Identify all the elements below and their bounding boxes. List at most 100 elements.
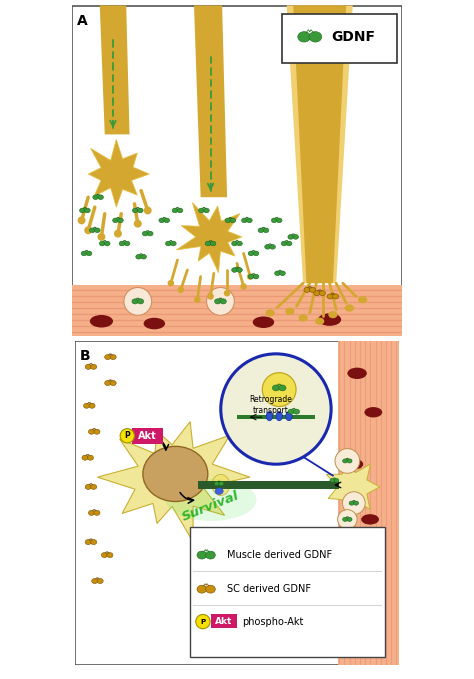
Ellipse shape (206, 585, 215, 593)
Polygon shape (194, 5, 227, 197)
Text: Retrograde
transport: Retrograde transport (250, 395, 292, 415)
Ellipse shape (164, 218, 170, 223)
Ellipse shape (91, 484, 97, 490)
Ellipse shape (89, 403, 95, 408)
FancyBboxPatch shape (211, 614, 237, 628)
Ellipse shape (105, 354, 111, 360)
Bar (337, 341, 399, 665)
Ellipse shape (94, 511, 100, 515)
Ellipse shape (165, 479, 256, 521)
Text: Survival: Survival (181, 489, 242, 524)
Ellipse shape (219, 481, 224, 485)
Ellipse shape (280, 271, 285, 276)
Ellipse shape (258, 228, 264, 233)
Ellipse shape (118, 218, 123, 223)
FancyBboxPatch shape (132, 428, 164, 444)
Ellipse shape (273, 385, 280, 391)
Polygon shape (100, 5, 129, 134)
Ellipse shape (144, 318, 165, 329)
FancyBboxPatch shape (190, 528, 385, 657)
Ellipse shape (197, 585, 207, 593)
Polygon shape (327, 462, 380, 514)
Ellipse shape (132, 299, 138, 304)
Ellipse shape (237, 268, 242, 272)
Ellipse shape (265, 310, 275, 316)
Circle shape (144, 206, 152, 215)
Ellipse shape (142, 232, 148, 236)
Ellipse shape (333, 294, 339, 299)
Ellipse shape (299, 314, 308, 322)
Ellipse shape (172, 208, 178, 213)
Ellipse shape (90, 315, 113, 327)
Polygon shape (176, 202, 242, 273)
Ellipse shape (86, 251, 92, 256)
Ellipse shape (171, 241, 176, 246)
Ellipse shape (94, 429, 100, 435)
Ellipse shape (89, 429, 94, 435)
Text: B: B (80, 349, 90, 363)
Ellipse shape (354, 501, 358, 505)
Ellipse shape (345, 459, 363, 470)
Ellipse shape (215, 299, 221, 304)
Ellipse shape (80, 208, 85, 213)
Ellipse shape (101, 553, 108, 557)
Circle shape (247, 273, 254, 280)
Ellipse shape (328, 311, 337, 318)
Ellipse shape (276, 411, 283, 421)
Ellipse shape (90, 228, 95, 233)
Ellipse shape (110, 354, 116, 360)
Ellipse shape (315, 318, 324, 325)
Circle shape (335, 449, 360, 473)
Ellipse shape (147, 232, 153, 236)
Ellipse shape (362, 566, 367, 570)
Ellipse shape (85, 540, 91, 545)
Text: P: P (201, 619, 206, 625)
Ellipse shape (214, 481, 219, 485)
Circle shape (134, 220, 142, 227)
Ellipse shape (177, 208, 183, 213)
Circle shape (98, 233, 105, 241)
Ellipse shape (298, 32, 310, 42)
Ellipse shape (349, 572, 354, 576)
Circle shape (207, 287, 234, 315)
Ellipse shape (137, 299, 144, 304)
Ellipse shape (82, 455, 88, 460)
Ellipse shape (159, 218, 164, 223)
Ellipse shape (105, 380, 111, 386)
Circle shape (224, 290, 230, 297)
Ellipse shape (265, 244, 270, 249)
Ellipse shape (288, 234, 293, 239)
Ellipse shape (347, 459, 352, 463)
Polygon shape (293, 5, 346, 283)
Ellipse shape (347, 367, 367, 379)
Ellipse shape (266, 411, 273, 421)
Ellipse shape (349, 501, 354, 505)
Ellipse shape (293, 234, 299, 239)
Ellipse shape (91, 365, 97, 369)
Ellipse shape (100, 241, 105, 246)
Ellipse shape (354, 572, 358, 576)
Ellipse shape (253, 274, 259, 279)
Circle shape (84, 226, 92, 234)
Ellipse shape (237, 241, 242, 246)
Ellipse shape (199, 208, 204, 213)
Circle shape (120, 428, 135, 443)
Ellipse shape (143, 446, 208, 502)
Ellipse shape (281, 241, 287, 246)
Ellipse shape (263, 228, 269, 233)
Ellipse shape (253, 251, 259, 256)
Ellipse shape (91, 579, 98, 583)
Ellipse shape (232, 241, 237, 246)
Text: SC derived GDNF: SC derived GDNF (227, 584, 311, 594)
Ellipse shape (356, 534, 361, 538)
Circle shape (221, 354, 331, 464)
Ellipse shape (343, 459, 347, 463)
Ellipse shape (286, 241, 292, 246)
Ellipse shape (293, 409, 300, 414)
Ellipse shape (248, 251, 254, 256)
Circle shape (194, 297, 201, 303)
Ellipse shape (225, 218, 231, 223)
Ellipse shape (81, 251, 87, 256)
Ellipse shape (107, 553, 113, 557)
Text: GDNF: GDNF (331, 30, 375, 44)
